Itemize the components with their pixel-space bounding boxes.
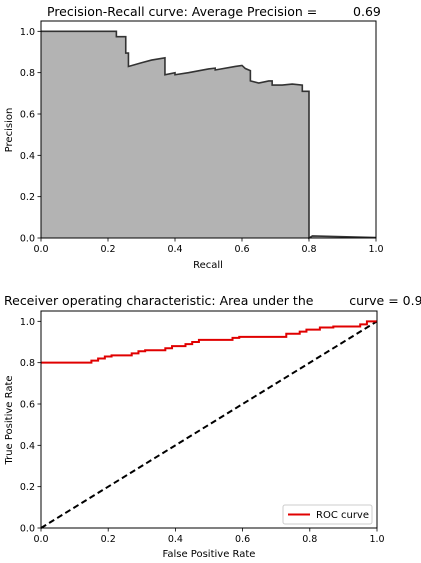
roc-xtick-label: 0.6 bbox=[235, 534, 250, 545]
pr-axis-ticks: 0.0 0.2 0.4 0.6 0.8 1.0 0.0 0.2 0.4 0.6 0.8 1.0 bbox=[20, 27, 384, 255]
roc-ytick-label: 0.4 bbox=[20, 441, 35, 452]
roc-legend-label: ROC curve bbox=[316, 510, 369, 521]
roc-xtick-label: 0.4 bbox=[168, 534, 183, 545]
pr-xtick-label: 0.6 bbox=[234, 244, 249, 255]
pr-xtick-label: 0.0 bbox=[33, 244, 48, 255]
roc-xtick-label: 0.8 bbox=[302, 534, 317, 545]
pr-xtick-label: 0.8 bbox=[301, 244, 316, 255]
roc-legend-box bbox=[282, 504, 373, 525]
roc-xlabel: False Positive Rate bbox=[163, 549, 256, 560]
roc-chart-title: Receiver operating characteristic: Area … bbox=[4, 293, 421, 308]
roc-curve-line bbox=[41, 320, 377, 364]
pr-ytick-label: 0.2 bbox=[20, 192, 35, 203]
roc-diagonal-line bbox=[40, 320, 378, 529]
precision-recall-chart: Precision-Recall curve: Average Precisio… bbox=[4, 4, 384, 271]
roc-ytick-label: 0.8 bbox=[20, 358, 35, 369]
roc-ytick-label: 0.6 bbox=[20, 400, 35, 411]
roc-xtick-label: 0.0 bbox=[33, 534, 48, 545]
pr-ytick-label: 0.4 bbox=[20, 151, 35, 162]
roc-ytick-label: 0.2 bbox=[20, 482, 35, 493]
roc-xtick-label: 1.0 bbox=[369, 534, 384, 545]
pr-xlabel: Recall bbox=[193, 260, 223, 271]
pr-xtick-label: 0.4 bbox=[167, 244, 182, 255]
pr-xtick-label: 0.2 bbox=[100, 244, 115, 255]
roc-ytick-label: 1.0 bbox=[20, 317, 35, 328]
roc-xtick-label: 0.2 bbox=[101, 534, 116, 545]
pr-ytick-label: 0.0 bbox=[20, 234, 35, 245]
pr-area-fill bbox=[41, 31, 376, 238]
roc-ylabel: True Positive Rate bbox=[4, 375, 15, 465]
pr-ytick-label: 0.8 bbox=[20, 68, 35, 79]
roc-axis-ticks: 0.0 0.2 0.4 0.6 0.8 1.0 0.0 0.2 0.4 0.6 0.8 1.0 bbox=[20, 317, 385, 545]
pr-ytick-label: 1.0 bbox=[20, 27, 35, 38]
roc-plot-frame bbox=[40, 310, 378, 529]
pr-xtick-label: 1.0 bbox=[368, 244, 383, 255]
pr-ytick-label: 0.6 bbox=[20, 110, 35, 121]
roc-ytick-label: 0.0 bbox=[20, 524, 35, 535]
pr-plot-frame bbox=[40, 20, 377, 239]
roc-chart: Receiver operating characteristic: Area … bbox=[4, 293, 421, 560]
pr-chart-title: Precision-Recall curve: Average Precisio… bbox=[47, 4, 381, 19]
pr-curve-line bbox=[41, 30, 377, 240]
pr-ylabel: Precision bbox=[4, 108, 15, 153]
roc-legend: ROC curve bbox=[282, 504, 373, 525]
